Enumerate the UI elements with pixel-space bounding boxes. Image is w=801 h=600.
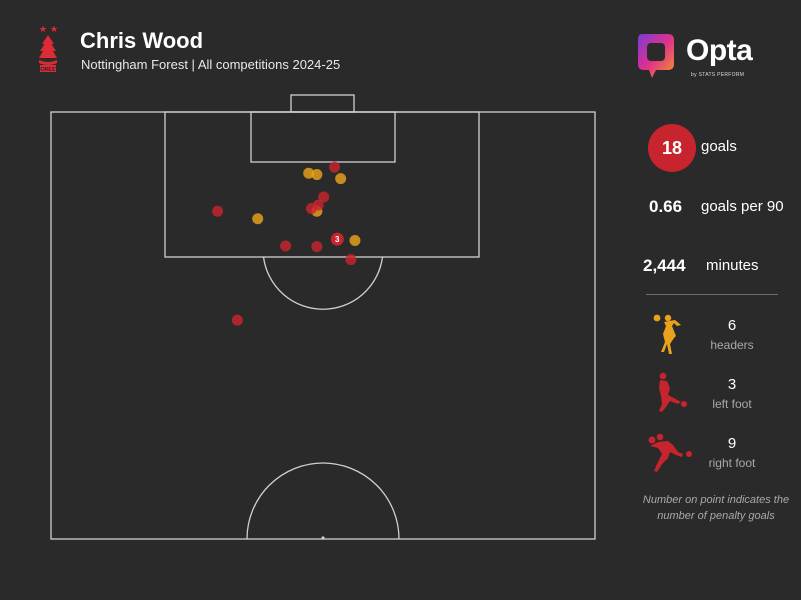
header-icon xyxy=(653,314,681,354)
crest-text: FOREST xyxy=(38,67,58,73)
penalty-box xyxy=(164,111,480,258)
foot-goal-point xyxy=(318,191,330,203)
foot-goal-point xyxy=(231,314,243,326)
right-foot-label: right foot xyxy=(708,456,756,470)
header-goal-point xyxy=(335,173,347,185)
minutes-label: minutes xyxy=(706,257,759,274)
foot-goal-point xyxy=(280,240,292,252)
header-goal-point xyxy=(311,169,323,181)
foot-goal-point xyxy=(212,205,224,217)
minutes-value: 2,444 xyxy=(643,256,686,275)
pitch-markings xyxy=(50,94,596,540)
header-goal-point xyxy=(349,235,361,247)
left-foot-label: left foot xyxy=(712,397,752,411)
six-yard-box xyxy=(250,111,396,163)
left-foot-count: 3 xyxy=(727,376,737,393)
foot-goal-point xyxy=(311,241,323,253)
goals-value: 18 xyxy=(661,137,683,158)
footnote: Number on point indicates the number of … xyxy=(642,494,790,522)
opta-wordmark: Opta xyxy=(686,34,753,67)
headers-label: headers xyxy=(710,338,754,352)
goals-per-90-value: 0.66 xyxy=(649,197,683,216)
foot-goal-point xyxy=(345,254,357,266)
right-foot-icon xyxy=(648,433,692,472)
centre-spot xyxy=(321,536,325,540)
header-goal-point xyxy=(252,213,264,225)
goal xyxy=(290,94,355,113)
foot-goal-point xyxy=(330,232,344,246)
headers-count: 6 xyxy=(727,317,737,334)
header-goal-point xyxy=(303,167,315,179)
page-title: Chris Wood xyxy=(80,28,204,53)
goals-badge: 18 xyxy=(648,124,696,172)
centre-circle xyxy=(246,462,400,540)
penalty-arc xyxy=(262,256,384,310)
goals-per-90-label: goals per 90 xyxy=(701,198,784,215)
foot-goal-point xyxy=(305,203,317,215)
stats-panel: 18 goals 0.66 goals per 90 2,444 minutes… xyxy=(630,0,801,600)
pitch-outline xyxy=(50,111,596,540)
right-foot-count: 9 xyxy=(727,435,737,452)
penalty-count-label: 3 xyxy=(335,235,340,244)
goal-markers: 3 xyxy=(212,161,361,326)
goals-label: goals xyxy=(701,138,737,155)
club-crest-icon: FOREST xyxy=(38,25,58,73)
opta-logo-icon xyxy=(638,34,674,78)
foot-goal-point xyxy=(329,161,341,173)
left-foot-icon xyxy=(659,372,687,412)
page-subtitle: Nottingham Forest | All competitions 202… xyxy=(81,57,341,72)
opta-byline: by STATS PERFORM xyxy=(691,72,745,78)
divider xyxy=(646,294,778,295)
opta-logo: Opta by STATS PERFORM xyxy=(634,30,764,80)
